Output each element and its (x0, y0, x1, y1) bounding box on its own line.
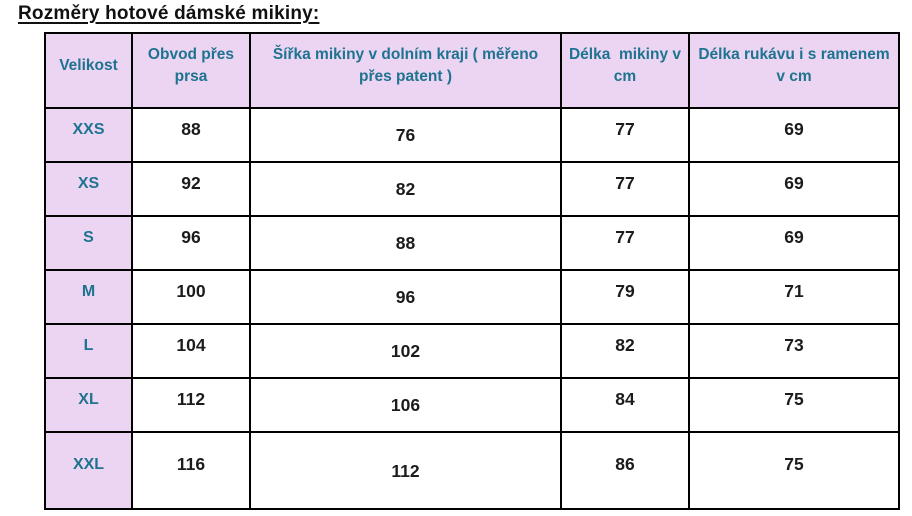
chest-cell: 100 (131, 269, 251, 325)
col-header-sleeve: Délka rukávu i s ramenem v cm (688, 32, 900, 109)
length-cell: 77 (560, 107, 690, 163)
page-title: Rozměry hotové dámské mikiny: (18, 3, 320, 24)
chest-cell: 88 (131, 107, 251, 163)
sleeve-cell: 73 (688, 323, 900, 379)
length-cell: 77 (560, 161, 690, 217)
sleeve-cell: 69 (688, 107, 900, 163)
size-cell: S (44, 215, 133, 271)
size-cell: XL (44, 377, 133, 433)
col-header-length: Délka mikiny v cm (560, 32, 690, 109)
size-cell: L (44, 323, 133, 379)
size-cell: XXL (44, 431, 133, 510)
length-cell: 82 (560, 323, 690, 379)
chest-cell: 104 (131, 323, 251, 379)
hem-width-cell: 106 (249, 377, 562, 433)
hem-width-cell: 88 (249, 215, 562, 271)
chest-cell: 112 (131, 377, 251, 433)
table-row-s: S 96 88 77 69 (44, 215, 900, 271)
length-cell: 79 (560, 269, 690, 325)
hem-width-cell: 102 (249, 323, 562, 379)
hem-width-cell: 76 (249, 107, 562, 163)
table-row-xs: XS 92 82 77 69 (44, 161, 900, 217)
hem-width-cell: 112 (249, 431, 562, 510)
col-header-hem-width: Šířka mikiny v dolním kraji ( měřeno pře… (249, 32, 562, 109)
hem-width-cell: 82 (249, 161, 562, 217)
sleeve-cell: 71 (688, 269, 900, 325)
table-row-l: L 104 102 82 73 (44, 323, 900, 379)
hem-width-cell: 96 (249, 269, 562, 325)
chest-cell: 96 (131, 215, 251, 271)
chest-cell: 92 (131, 161, 251, 217)
sleeve-cell: 69 (688, 161, 900, 217)
sleeve-cell: 75 (688, 377, 900, 433)
col-header-size: Velikost (44, 32, 133, 109)
header-row: Velikost Obvod přes prsa Šířka mikiny v … (44, 32, 900, 109)
table-row-xl: XL 112 106 84 75 (44, 377, 900, 433)
length-cell: 84 (560, 377, 690, 433)
size-table: Velikost Obvod přes prsa Šířka mikiny v … (44, 32, 900, 510)
length-cell: 77 (560, 215, 690, 271)
table-row-xxs: XXS 88 76 77 69 (44, 107, 900, 163)
chest-cell: 116 (131, 431, 251, 510)
size-cell: M (44, 269, 133, 325)
length-cell: 86 (560, 431, 690, 510)
col-header-chest: Obvod přes prsa (131, 32, 251, 109)
size-cell: XS (44, 161, 133, 217)
table-row-xxl: XXL 116 112 86 75 (44, 431, 900, 510)
size-cell: XXS (44, 107, 133, 163)
table-row-m: M 100 96 79 71 (44, 269, 900, 325)
sleeve-cell: 75 (688, 431, 900, 510)
sleeve-cell: 69 (688, 215, 900, 271)
